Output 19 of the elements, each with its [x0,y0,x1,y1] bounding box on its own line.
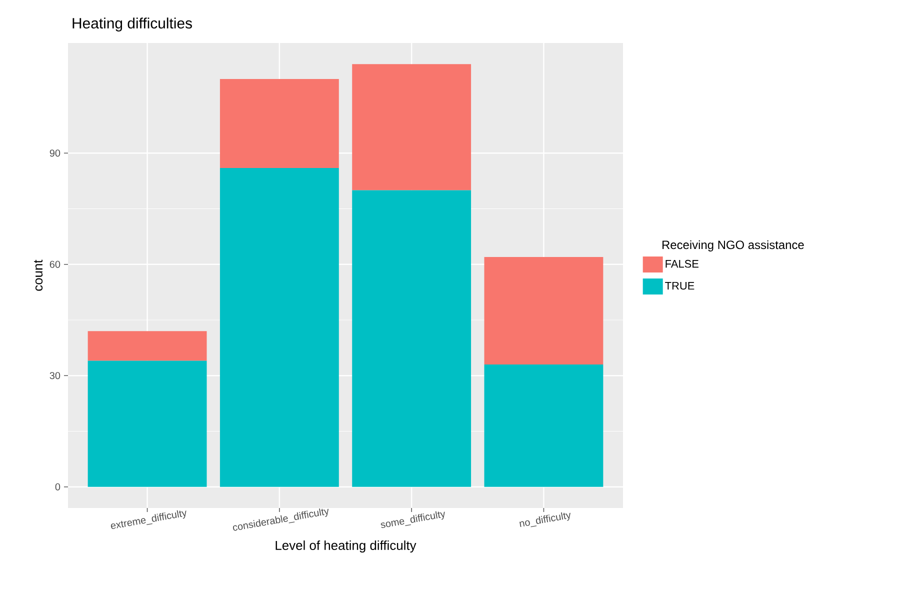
bar [484,364,604,487]
bar [220,168,339,487]
y-tick-label: 60 [50,260,60,268]
chart-title: Heating difficulties [72,18,192,32]
y-tick-label: 90 [50,150,60,157]
x-tick-label: no_difficulty [519,512,570,528]
x-axis-title: Level of heating difficulty [276,540,416,553]
bar [352,190,472,487]
bar [220,78,339,168]
y-tick-label: 0 [55,483,60,490]
bar [352,64,472,190]
bar [88,360,207,487]
legend-title: Receiving NGO assistance [662,240,804,252]
bar [88,331,207,361]
y-tick-label: 30 [50,372,60,380]
bar [484,256,604,364]
y-axis-title: count [34,260,43,291]
legend-label: TRUE [665,282,694,290]
legend-label: FALSE [666,260,698,268]
